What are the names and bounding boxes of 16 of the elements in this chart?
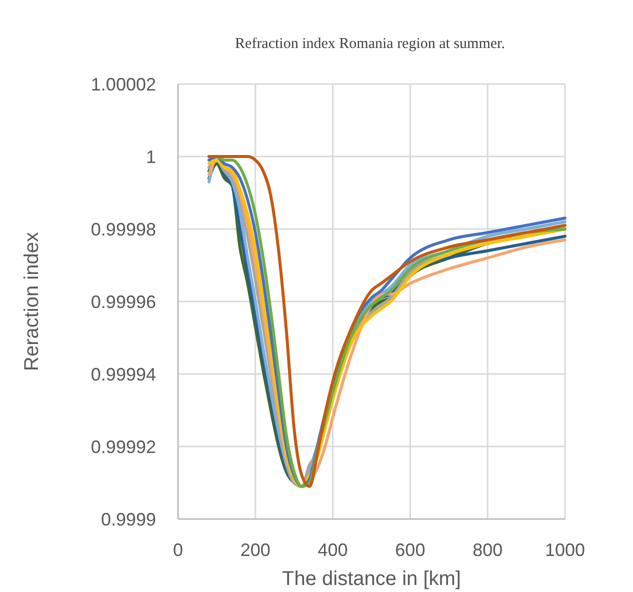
y-tick-label: 1.00002	[90, 74, 156, 94]
x-tick-label: 200	[240, 540, 270, 560]
y-tick-label: 0.9999	[100, 509, 156, 530]
y-tick-label: 0.99994	[90, 364, 156, 384]
y-tick-label: 0.99996	[90, 292, 156, 312]
x-tick-label: 600	[395, 540, 426, 560]
y-tick-label: 1	[146, 146, 156, 167]
x-tick-label: 0	[172, 540, 184, 560]
x-tick-label: 400	[318, 540, 348, 560]
x-axis-title: The distance in [km]	[282, 568, 461, 590]
x-tick-label: 800	[472, 540, 503, 560]
y-tick-label: 0.99992	[90, 436, 156, 457]
y-tick-label: 0.99998	[90, 219, 156, 240]
x-tick-label: 1000	[544, 540, 586, 560]
chart-title: Refraction index Romania region at summer.	[235, 36, 505, 52]
y-axis-title: Reraction index	[21, 232, 43, 371]
